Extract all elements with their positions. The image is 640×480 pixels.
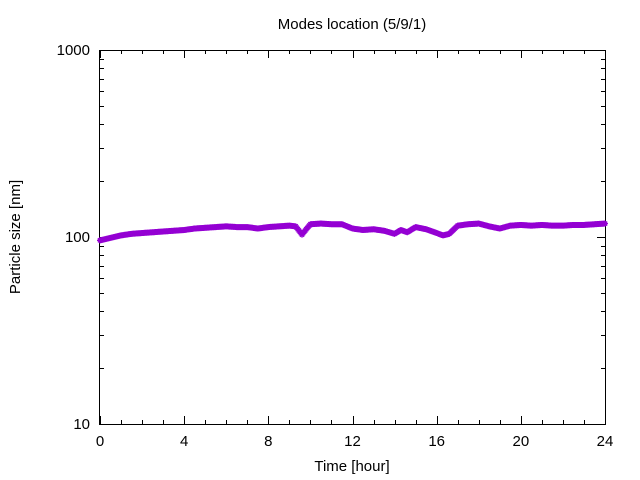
x-tick-label: 4 — [180, 433, 188, 450]
axis-tick-labels: 0 4 8 12 16 20 24 10 100 1000 — [57, 42, 614, 450]
plot-frame — [99, 50, 606, 425]
x-axis-label: Time [hour] — [314, 458, 389, 475]
y-tick-label: 100 — [65, 229, 90, 246]
x-tick-label: 24 — [597, 433, 614, 450]
x-tick-label: 16 — [428, 433, 445, 450]
axis-ticks — [100, 50, 606, 425]
chart-title: Modes location (5/9/1) — [278, 16, 426, 33]
x-tick-label: 12 — [344, 433, 361, 450]
x-tick-label: 20 — [512, 433, 529, 450]
data-series — [97, 220, 608, 244]
x-tick-label: 8 — [264, 433, 272, 450]
y-tick-label: 1000 — [57, 42, 90, 59]
y-tick-label: 10 — [73, 416, 90, 433]
data-point — [602, 220, 608, 227]
x-tick-label: 0 — [96, 433, 104, 450]
y-axis-label: Particle size [nm] — [7, 180, 24, 294]
